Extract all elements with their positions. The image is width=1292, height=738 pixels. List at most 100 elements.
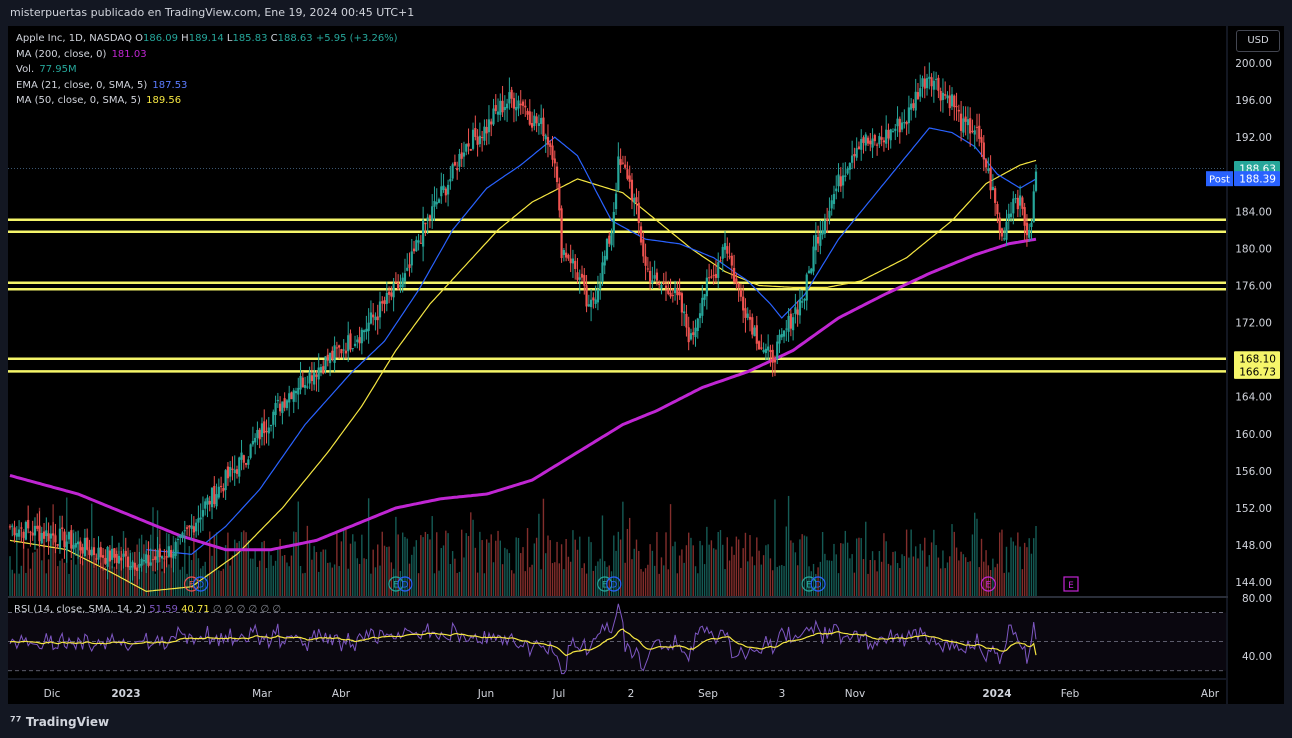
candle[interactable] xyxy=(111,548,114,560)
rsi-line[interactable] xyxy=(9,603,1037,675)
candle[interactable] xyxy=(780,334,783,338)
candle[interactable] xyxy=(124,550,127,557)
candle[interactable] xyxy=(585,285,588,307)
candle[interactable] xyxy=(567,254,570,259)
candle[interactable] xyxy=(179,535,182,538)
candle[interactable] xyxy=(324,356,327,370)
candle[interactable] xyxy=(592,297,595,301)
candle[interactable] xyxy=(104,557,107,564)
candle[interactable] xyxy=(170,549,173,558)
candle[interactable] xyxy=(38,525,41,542)
candle[interactable] xyxy=(213,485,216,505)
candle[interactable] xyxy=(916,92,920,99)
candle[interactable] xyxy=(755,325,758,344)
candle[interactable] xyxy=(637,202,640,224)
candle[interactable] xyxy=(701,297,704,316)
legend-ema21[interactable]: EMA (21, close, 0, SMA, 5) 187.53 xyxy=(16,79,188,91)
candle[interactable] xyxy=(117,555,121,564)
candle[interactable] xyxy=(1003,238,1006,240)
candle[interactable] xyxy=(292,390,295,402)
candle[interactable] xyxy=(1014,198,1017,200)
candle[interactable] xyxy=(342,349,345,351)
candle[interactable] xyxy=(392,283,395,298)
candle[interactable] xyxy=(819,233,822,246)
candle[interactable] xyxy=(542,117,545,137)
candle[interactable] xyxy=(231,468,234,471)
candle[interactable] xyxy=(587,304,590,307)
candle[interactable] xyxy=(1019,195,1022,206)
candle[interactable] xyxy=(619,159,622,165)
candle[interactable] xyxy=(154,556,157,560)
candle[interactable] xyxy=(608,235,611,244)
candle[interactable] xyxy=(685,313,688,328)
candle[interactable] xyxy=(737,283,740,288)
candle[interactable] xyxy=(226,466,230,479)
candle[interactable] xyxy=(52,533,55,536)
candle[interactable] xyxy=(826,218,829,221)
candle[interactable] xyxy=(269,425,273,427)
candle[interactable] xyxy=(235,469,239,474)
candle[interactable] xyxy=(419,242,422,244)
candle[interactable] xyxy=(369,312,373,324)
candle[interactable] xyxy=(22,531,25,538)
rsi-ma-line[interactable] xyxy=(9,628,1037,657)
candle[interactable] xyxy=(313,372,316,385)
candle[interactable] xyxy=(628,175,631,182)
candle[interactable] xyxy=(11,525,14,527)
candle[interactable] xyxy=(962,118,965,133)
candle[interactable] xyxy=(944,94,947,96)
candle[interactable] xyxy=(67,532,71,540)
candle[interactable] xyxy=(306,386,309,388)
candle[interactable] xyxy=(385,292,388,304)
candle[interactable] xyxy=(54,535,57,543)
candle[interactable] xyxy=(828,210,831,218)
candle[interactable] xyxy=(390,292,393,297)
candle[interactable] xyxy=(272,411,275,425)
candle[interactable] xyxy=(338,345,341,348)
candle[interactable] xyxy=(832,194,836,204)
candle[interactable] xyxy=(494,105,497,112)
candle[interactable] xyxy=(982,142,985,160)
legend-ma200[interactable]: MA (200, close, 0) 181.03 xyxy=(16,48,147,60)
candle[interactable] xyxy=(412,248,416,252)
candle[interactable] xyxy=(596,289,600,303)
candle[interactable] xyxy=(635,197,638,202)
candle[interactable] xyxy=(651,280,654,284)
candle[interactable] xyxy=(891,131,895,133)
candle[interactable] xyxy=(70,530,73,549)
candle[interactable] xyxy=(771,349,774,363)
candle[interactable] xyxy=(996,204,999,215)
candle[interactable] xyxy=(551,145,554,160)
candle[interactable] xyxy=(215,494,218,507)
candle[interactable] xyxy=(172,553,175,559)
candle[interactable] xyxy=(485,127,488,134)
candle[interactable] xyxy=(708,277,711,279)
candle[interactable] xyxy=(74,543,77,548)
candle[interactable] xyxy=(88,549,91,556)
candle[interactable] xyxy=(694,327,697,338)
candle[interactable] xyxy=(424,222,427,225)
candle[interactable] xyxy=(151,559,155,561)
candle[interactable] xyxy=(896,118,899,127)
candle[interactable] xyxy=(265,430,268,433)
candle[interactable] xyxy=(880,137,883,140)
candle[interactable] xyxy=(249,444,252,458)
candle[interactable] xyxy=(315,374,318,377)
candle[interactable] xyxy=(823,220,826,234)
candle[interactable] xyxy=(365,328,368,332)
candle[interactable] xyxy=(689,333,693,340)
candle[interactable] xyxy=(351,348,354,350)
candle[interactable] xyxy=(192,526,195,533)
candle[interactable] xyxy=(449,178,452,182)
candle[interactable] xyxy=(810,268,813,274)
candle[interactable] xyxy=(914,91,917,111)
candle[interactable] xyxy=(36,525,39,529)
candle[interactable] xyxy=(937,77,940,91)
candle[interactable] xyxy=(794,307,797,314)
candle[interactable] xyxy=(712,274,715,276)
candle[interactable] xyxy=(465,144,468,152)
candle[interactable] xyxy=(746,313,749,318)
candle[interactable] xyxy=(599,283,602,290)
candle[interactable] xyxy=(907,107,910,124)
candle[interactable] xyxy=(1032,191,1035,223)
